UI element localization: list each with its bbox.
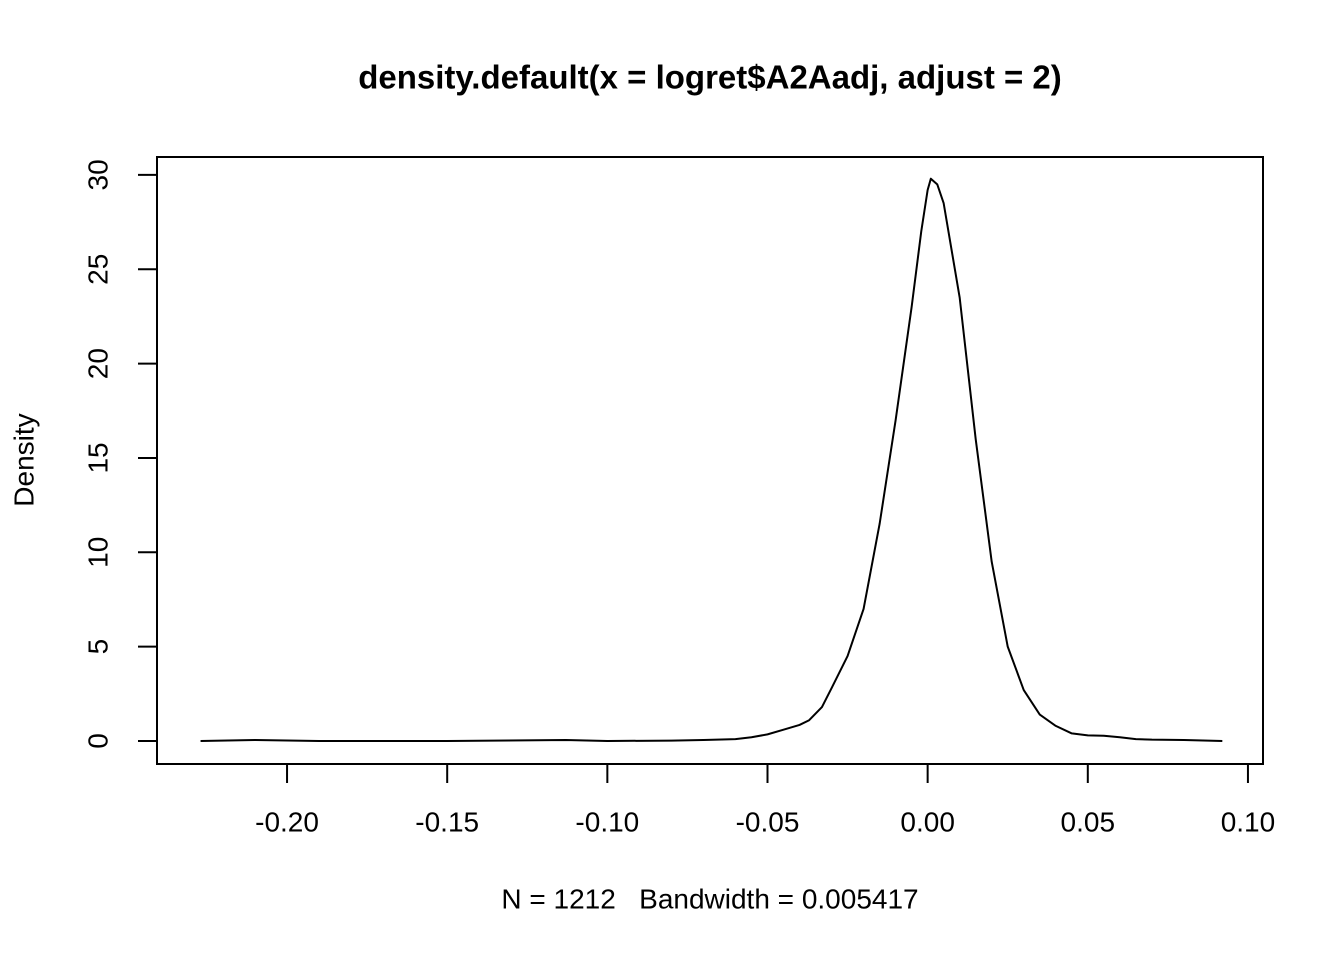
x-tick-label: -0.15 <box>415 806 479 837</box>
y-tick-label: 15 <box>82 442 113 473</box>
x-tick-label: 0.10 <box>1221 806 1276 837</box>
density-line <box>200 177 1223 742</box>
y-tick-label: 25 <box>82 254 113 285</box>
y-tick-label: 10 <box>82 537 113 568</box>
chart-title: density.default(x = logret$A2Aadj, adjus… <box>358 59 1062 96</box>
y-tick-label: 5 <box>82 639 113 655</box>
x-tick-label: -0.10 <box>575 806 639 837</box>
x-tick-label: 0.00 <box>900 806 955 837</box>
x-tick-label: -0.20 <box>255 806 319 837</box>
x-tick-label: 0.05 <box>1061 806 1116 837</box>
y-tick-label: 30 <box>82 159 113 190</box>
y-axis-label: Density <box>8 413 39 506</box>
x-tick-label: -0.05 <box>736 806 800 837</box>
plot-frame <box>156 156 1264 765</box>
y-tick-label: 0 <box>82 733 113 749</box>
x-axis-label: N = 1212 Bandwidth = 0.005417 <box>501 883 918 914</box>
y-tick-label: 20 <box>82 348 113 379</box>
